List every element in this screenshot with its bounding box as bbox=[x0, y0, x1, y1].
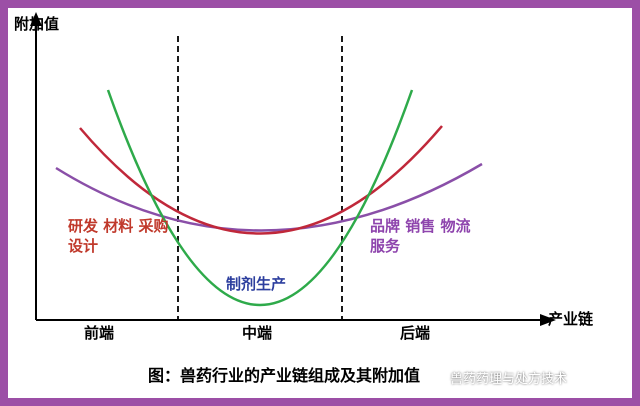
x-axis-label: 产业链 bbox=[548, 310, 594, 328]
curve-green bbox=[106, 89, 414, 306]
curve-red bbox=[79, 125, 443, 235]
figure-caption: 图：兽药行业的产业链组成及其附加值 bbox=[148, 366, 421, 385]
front-activities-note: 研发 材料 采购 设计 bbox=[68, 217, 169, 255]
zone-middle-label: 中端 bbox=[242, 324, 273, 342]
curve-purple bbox=[55, 162, 483, 232]
x-axis-arrow bbox=[540, 314, 556, 326]
middle-activity-note: 制剂生产 bbox=[226, 275, 287, 293]
watermark: 兽药药理与处方技术 bbox=[450, 372, 568, 387]
y-axis-arrow bbox=[30, 12, 42, 26]
back-activities-note: 品牌 销售 物流 服务 bbox=[370, 217, 471, 255]
zone-front-label: 前端 bbox=[84, 324, 115, 342]
zone-back-label: 后端 bbox=[400, 324, 431, 342]
diagram-frame bbox=[8, 8, 632, 398]
y-axis-label: 附加值 bbox=[14, 16, 59, 33]
